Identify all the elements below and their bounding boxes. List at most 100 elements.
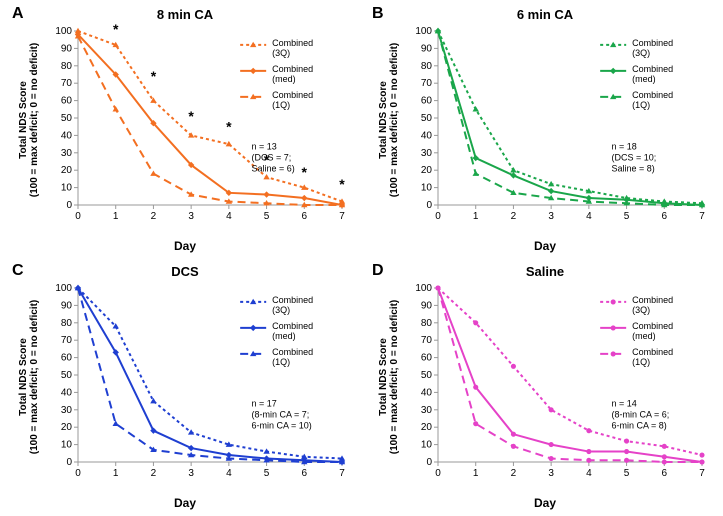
- svg-text:50: 50: [61, 113, 73, 124]
- svg-text:0: 0: [435, 211, 441, 222]
- svg-text:6: 6: [302, 211, 308, 222]
- svg-text:60: 60: [421, 96, 433, 107]
- svg-text:Combined: Combined: [632, 347, 673, 357]
- svg-text:30: 30: [421, 148, 433, 159]
- svg-text:1: 1: [113, 468, 119, 479]
- svg-text:5: 5: [624, 211, 630, 222]
- svg-text:80: 80: [61, 318, 73, 329]
- svg-text:(1Q): (1Q): [632, 357, 650, 367]
- svg-text:Combined: Combined: [632, 38, 673, 48]
- svg-text:6: 6: [302, 468, 308, 479]
- ylabel-c-l1: Total NDS Score: [18, 338, 29, 416]
- svg-text:7: 7: [339, 468, 345, 479]
- ylabel-b-l2: (100 = max deficit; 0 = no deficit): [389, 43, 400, 198]
- svg-text:4: 4: [586, 468, 592, 479]
- svg-text:100: 100: [55, 26, 72, 37]
- panel-title-b: 6 min CA: [370, 7, 720, 22]
- xlabel-c: Day: [10, 496, 360, 510]
- plot-a: 010203040506070809010001234567*******Com…: [70, 25, 350, 225]
- svg-text:(1Q): (1Q): [272, 357, 290, 367]
- svg-text:3: 3: [548, 211, 554, 222]
- svg-text:20: 20: [61, 422, 73, 433]
- svg-text:60: 60: [61, 353, 73, 364]
- svg-text:n = 14: n = 14: [611, 398, 636, 408]
- svg-text:100: 100: [55, 283, 72, 294]
- svg-text:7: 7: [699, 211, 705, 222]
- svg-text:40: 40: [421, 387, 433, 398]
- svg-text:(med): (med): [272, 74, 296, 84]
- svg-text:Combined: Combined: [272, 90, 313, 100]
- svg-text:0: 0: [75, 468, 81, 479]
- svg-text:20: 20: [421, 165, 433, 176]
- svg-text:60: 60: [421, 353, 433, 364]
- svg-text:Saline = 6): Saline = 6): [251, 163, 294, 173]
- svg-text:2: 2: [151, 468, 157, 479]
- svg-text:Combined: Combined: [272, 38, 313, 48]
- svg-text:(med): (med): [272, 331, 296, 341]
- svg-text:7: 7: [699, 468, 705, 479]
- svg-text:90: 90: [61, 43, 73, 54]
- svg-text:Combined: Combined: [632, 90, 673, 100]
- svg-text:Combined: Combined: [272, 321, 313, 331]
- svg-text:4: 4: [586, 211, 592, 222]
- panel-title-a: 8 min CA: [10, 7, 360, 22]
- svg-text:(DCS = 7;: (DCS = 7;: [251, 152, 291, 162]
- svg-text:0: 0: [66, 457, 72, 468]
- svg-text:6: 6: [662, 468, 668, 479]
- svg-text:30: 30: [61, 405, 73, 416]
- plot-b: 010203040506070809010001234567Combined(3…: [430, 25, 710, 225]
- svg-text:Saline = 8): Saline = 8): [611, 163, 654, 173]
- svg-text:80: 80: [421, 61, 433, 72]
- svg-text:6-min CA = 8): 6-min CA = 8): [611, 420, 666, 430]
- svg-text:1: 1: [473, 211, 479, 222]
- svg-text:(3Q): (3Q): [272, 48, 290, 58]
- svg-text:10: 10: [421, 183, 433, 194]
- svg-text:0: 0: [426, 457, 432, 468]
- svg-text:40: 40: [61, 387, 73, 398]
- svg-text:70: 70: [421, 78, 433, 89]
- xlabel-a: Day: [10, 239, 360, 253]
- ylabel-b: Total NDS Score (100 = max deficit; 0 = …: [378, 25, 400, 215]
- svg-text:5: 5: [264, 468, 270, 479]
- panel-a: A 8 min CA Total NDS Score (100 = max de…: [10, 5, 360, 255]
- svg-text:(3Q): (3Q): [632, 305, 650, 315]
- svg-text:70: 70: [61, 78, 73, 89]
- svg-text:Combined: Combined: [632, 64, 673, 74]
- ylabel-d-l1: Total NDS Score: [378, 338, 389, 416]
- svg-text:1: 1: [113, 211, 119, 222]
- svg-text:5: 5: [264, 211, 270, 222]
- panel-b: B 6 min CA Total NDS Score (100 = max de…: [370, 5, 720, 255]
- svg-text:*: *: [151, 68, 157, 84]
- svg-text:2: 2: [511, 211, 517, 222]
- svg-text:10: 10: [61, 183, 73, 194]
- svg-text:2: 2: [511, 468, 517, 479]
- svg-text:*: *: [188, 108, 194, 124]
- svg-text:Combined: Combined: [272, 64, 313, 74]
- svg-text:20: 20: [421, 422, 433, 433]
- svg-text:(med): (med): [632, 74, 656, 84]
- svg-text:100: 100: [415, 283, 432, 294]
- svg-text:3: 3: [548, 468, 554, 479]
- panel-d: D Saline Total NDS Score (100 = max defi…: [370, 262, 720, 512]
- svg-text:2: 2: [151, 211, 157, 222]
- svg-text:Combined: Combined: [632, 295, 673, 305]
- svg-text:50: 50: [421, 370, 433, 381]
- xlabel-b: Day: [370, 239, 720, 253]
- svg-text:*: *: [339, 176, 345, 192]
- svg-text:(3Q): (3Q): [272, 305, 290, 315]
- plot-d: 010203040506070809010001234567Combined(3…: [430, 282, 710, 482]
- ylabel-c: Total NDS Score (100 = max deficit; 0 = …: [18, 282, 40, 472]
- svg-text:80: 80: [61, 61, 73, 72]
- ylabel-d-l2: (100 = max deficit; 0 = no deficit): [389, 300, 400, 455]
- svg-text:(1Q): (1Q): [632, 100, 650, 110]
- ylabel-b-l1: Total NDS Score: [378, 81, 389, 159]
- svg-text:4: 4: [226, 468, 232, 479]
- svg-text:n = 13: n = 13: [251, 141, 276, 151]
- svg-text:30: 30: [421, 405, 433, 416]
- svg-text:70: 70: [61, 335, 73, 346]
- svg-text:80: 80: [421, 318, 433, 329]
- ylabel-a: Total NDS Score (100 = max deficit; 0 = …: [18, 25, 40, 215]
- panel-title-c: DCS: [10, 264, 360, 279]
- svg-text:Combined: Combined: [632, 321, 673, 331]
- svg-text:6-min CA = 10): 6-min CA = 10): [251, 420, 311, 430]
